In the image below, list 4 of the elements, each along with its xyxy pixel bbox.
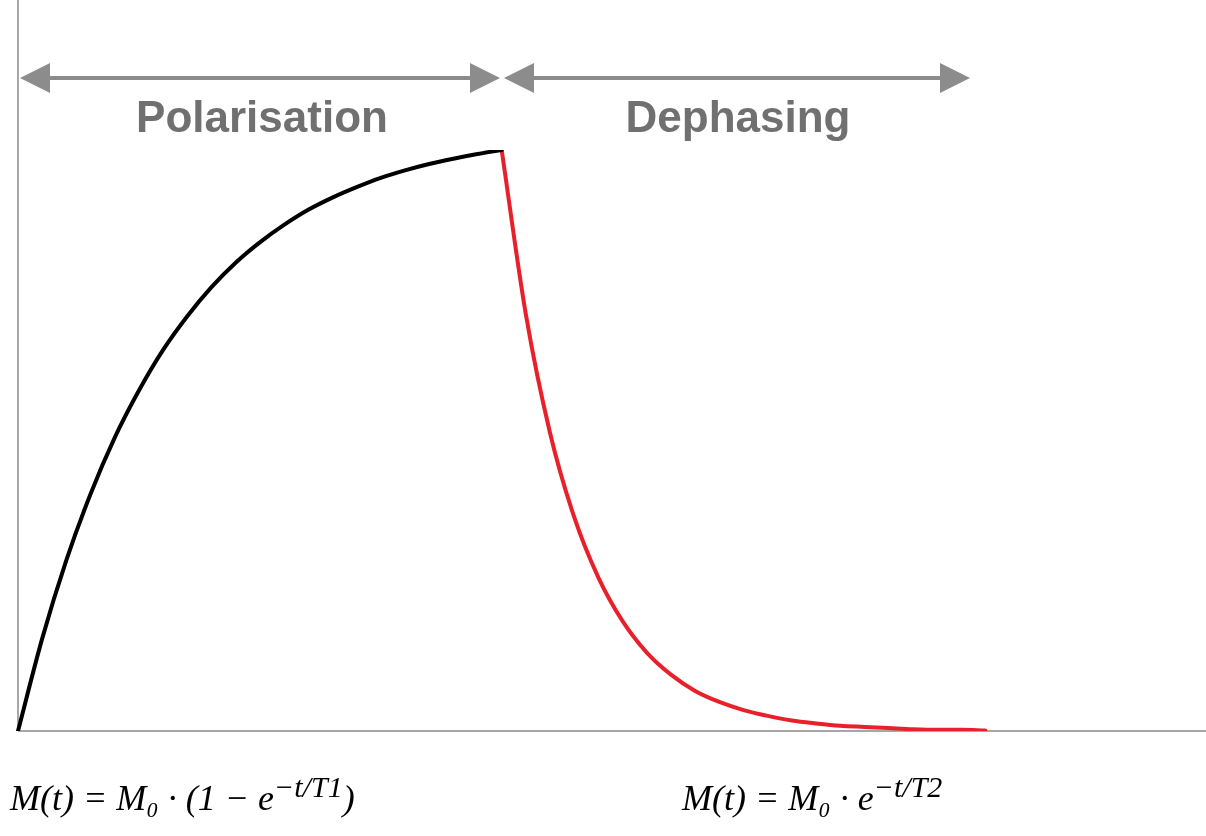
- text: Polarisation: [136, 92, 388, 142]
- text: M(t) = M₀ · e$^{−t/T2}$: [682, 770, 943, 819]
- text: Dephasing: [625, 92, 851, 142]
- text: M(t) = M₀ · (1 − e$^{−t/T1}$): [10, 770, 355, 819]
